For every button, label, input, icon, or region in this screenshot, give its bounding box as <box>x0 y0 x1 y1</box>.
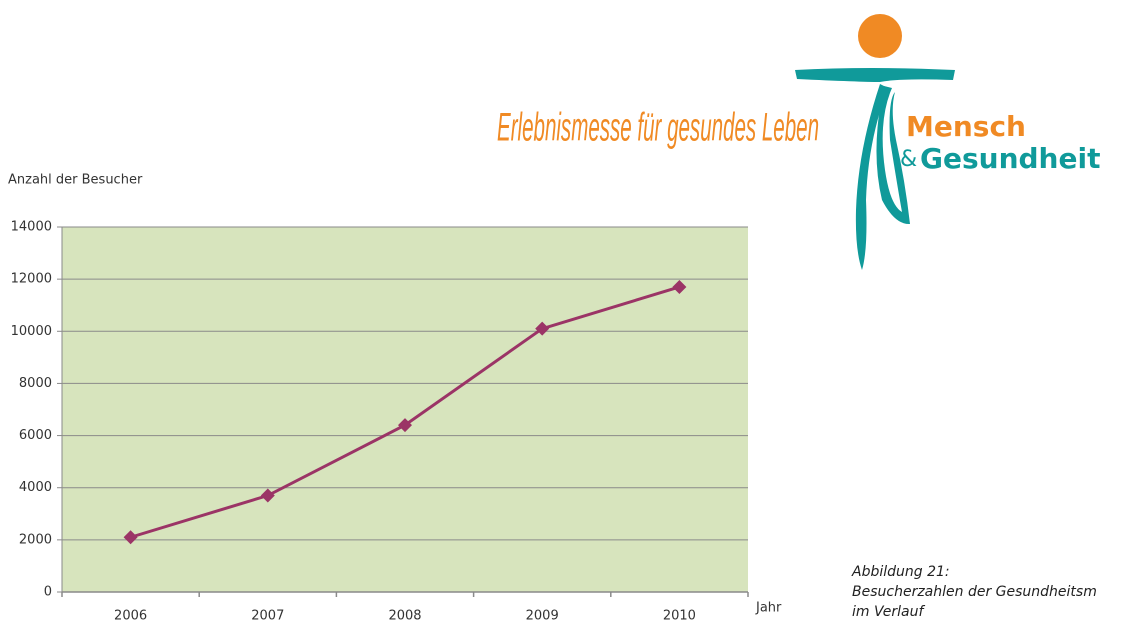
x-tick-label: 2010 <box>663 609 696 624</box>
y-tick-label: 4000 <box>19 480 52 495</box>
data-point <box>672 279 687 294</box>
y-tick-label: 8000 <box>19 376 52 391</box>
data-point <box>123 530 138 545</box>
logo-body <box>876 86 910 225</box>
caption: im Verlauf <box>852 604 925 620</box>
y-tick-label: 12000 <box>11 272 52 287</box>
caption: Besucherzahlen der Gesundheitsm <box>852 584 1097 600</box>
y-tick-label: 14000 <box>11 220 52 235</box>
logo-body <box>855 84 888 270</box>
y-axis-title: Anzahl der Besucher <box>8 173 143 188</box>
plot-area <box>62 227 748 592</box>
y-tick-label: 2000 <box>19 532 52 547</box>
logo-text: Mensch <box>906 110 1026 143</box>
logo-text: Gesundheit <box>920 142 1100 175</box>
data-point <box>398 418 412 433</box>
logo-arms <box>795 68 955 82</box>
x-tick-label: 2007 <box>251 609 284 624</box>
y-tick-label: 6000 <box>19 428 52 443</box>
data-point <box>260 488 275 503</box>
x-tick-label: 2008 <box>388 609 421 624</box>
caption: Abbildung 21: <box>851 564 950 580</box>
logo: Mensch & Gesundheit <box>795 14 1100 270</box>
y-tick-label: 10000 <box>11 324 52 339</box>
logo-text: & <box>900 147 917 172</box>
data-point <box>535 321 550 336</box>
x-axis-title: Jahr <box>755 601 782 616</box>
chart-title: Erlebnismesse für gesundes Leben <box>497 106 819 150</box>
y-tick-label: 0 <box>44 585 52 600</box>
x-tick-label: 2009 <box>526 609 559 624</box>
x-tick-label: 2006 <box>114 609 147 624</box>
logo-head <box>858 14 902 58</box>
